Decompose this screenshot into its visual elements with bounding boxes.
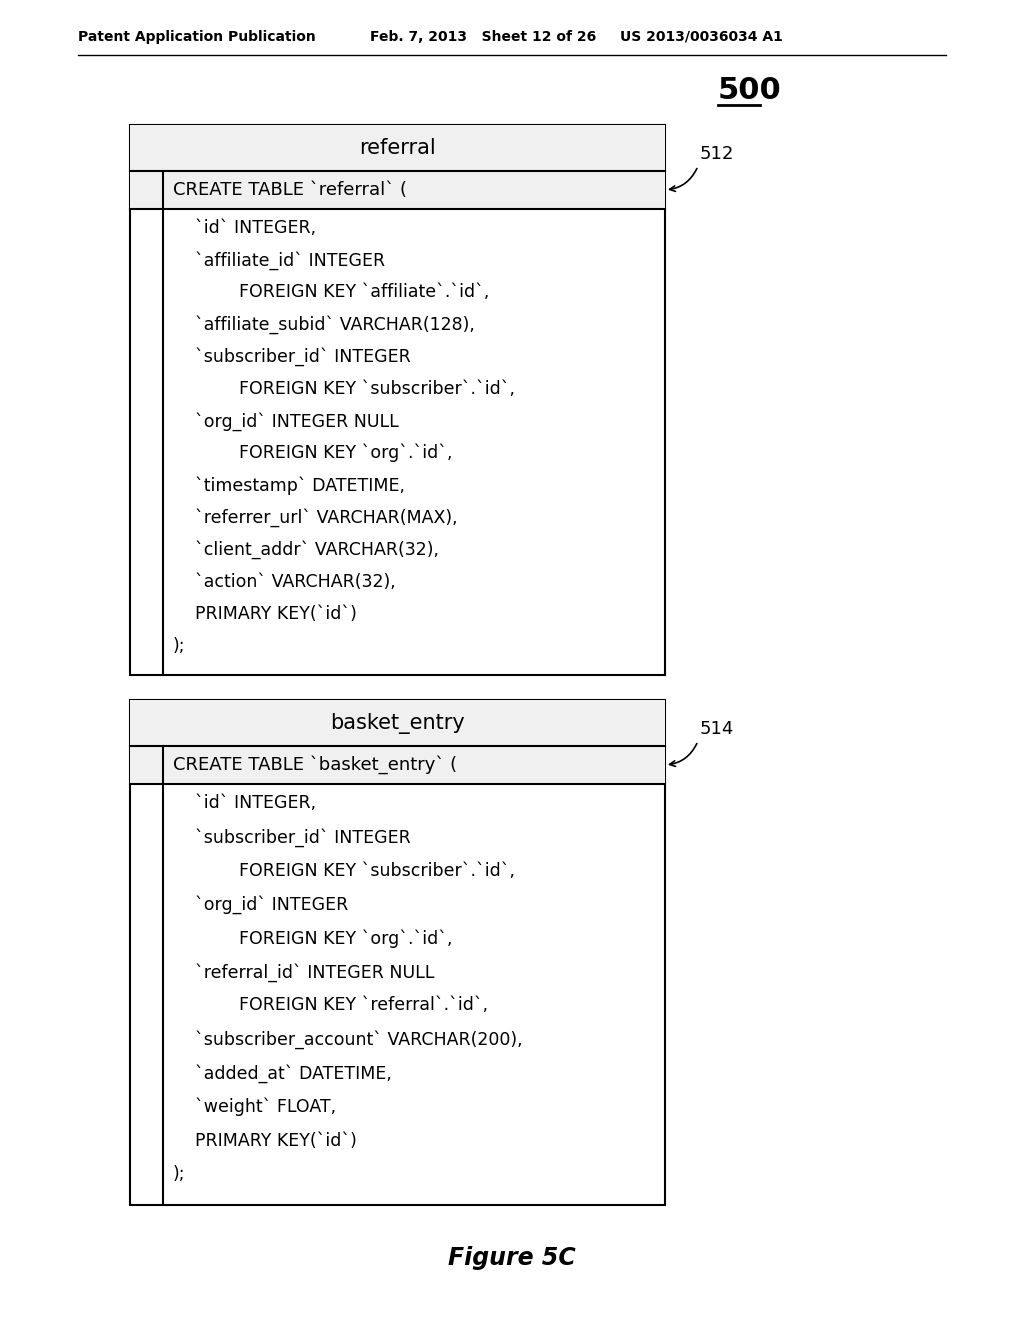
Text: PRIMARY KEY(`id`): PRIMARY KEY(`id`) <box>173 605 357 623</box>
Text: `client_addr` VARCHAR(32),: `client_addr` VARCHAR(32), <box>173 540 439 560</box>
Text: FOREIGN KEY `subscriber`.`id`,: FOREIGN KEY `subscriber`.`id`, <box>173 380 515 397</box>
Bar <box>130 125 665 675</box>
Text: );: ); <box>173 636 185 655</box>
Text: PRIMARY KEY(`id`): PRIMARY KEY(`id`) <box>173 1131 357 1150</box>
Text: referral: referral <box>359 139 436 158</box>
Text: FOREIGN KEY `org`.`id`,: FOREIGN KEY `org`.`id`, <box>173 929 453 948</box>
Bar <box>130 700 665 746</box>
Text: );: ); <box>173 1166 185 1183</box>
Text: `org_id` INTEGER NULL: `org_id` INTEGER NULL <box>173 412 398 430</box>
Text: `subscriber_id` INTEGER: `subscriber_id` INTEGER <box>173 828 411 846</box>
Text: FOREIGN KEY `affiliate`.`id`,: FOREIGN KEY `affiliate`.`id`, <box>173 284 489 301</box>
Text: `id` INTEGER,: `id` INTEGER, <box>173 795 316 812</box>
Text: `action` VARCHAR(32),: `action` VARCHAR(32), <box>173 573 395 590</box>
Bar <box>130 125 665 172</box>
Text: `added_at` DATETIME,: `added_at` DATETIME, <box>173 1064 392 1082</box>
Text: 500: 500 <box>718 77 781 106</box>
Text: Feb. 7, 2013   Sheet 12 of 26: Feb. 7, 2013 Sheet 12 of 26 <box>370 30 596 44</box>
Text: `referral_id` INTEGER NULL: `referral_id` INTEGER NULL <box>173 962 434 982</box>
Bar <box>130 700 665 1205</box>
Text: `id` INTEGER,: `id` INTEGER, <box>173 219 316 238</box>
Text: `org_id` INTEGER: `org_id` INTEGER <box>173 895 348 913</box>
Text: Patent Application Publication: Patent Application Publication <box>78 30 315 44</box>
Text: `subscriber_id` INTEGER: `subscriber_id` INTEGER <box>173 347 411 367</box>
Text: FOREIGN KEY `org`.`id`,: FOREIGN KEY `org`.`id`, <box>173 444 453 462</box>
Text: `affiliate_id` INTEGER: `affiliate_id` INTEGER <box>173 251 385 269</box>
Text: US 2013/0036034 A1: US 2013/0036034 A1 <box>620 30 783 44</box>
Text: `referrer_url` VARCHAR(MAX),: `referrer_url` VARCHAR(MAX), <box>173 508 458 527</box>
Text: Figure 5C: Figure 5C <box>449 1246 575 1270</box>
Text: CREATE TABLE `basket_entry` (: CREATE TABLE `basket_entry` ( <box>173 755 457 775</box>
Text: FOREIGN KEY `subscriber`.`id`,: FOREIGN KEY `subscriber`.`id`, <box>173 862 515 879</box>
Text: 512: 512 <box>700 145 734 162</box>
Bar <box>130 172 665 209</box>
Text: `subscriber_account` VARCHAR(200),: `subscriber_account` VARCHAR(200), <box>173 1030 522 1049</box>
Text: `weight` FLOAT,: `weight` FLOAT, <box>173 1098 336 1117</box>
Text: basket_entry: basket_entry <box>330 713 465 734</box>
Text: CREATE TABLE `referral` (: CREATE TABLE `referral` ( <box>173 181 407 199</box>
Text: 514: 514 <box>700 719 734 738</box>
Text: `affiliate_subid` VARCHAR(128),: `affiliate_subid` VARCHAR(128), <box>173 315 475 334</box>
Bar <box>130 746 665 784</box>
Text: `timestamp` DATETIME,: `timestamp` DATETIME, <box>173 477 406 495</box>
Text: FOREIGN KEY `referral`.`id`,: FOREIGN KEY `referral`.`id`, <box>173 997 488 1015</box>
